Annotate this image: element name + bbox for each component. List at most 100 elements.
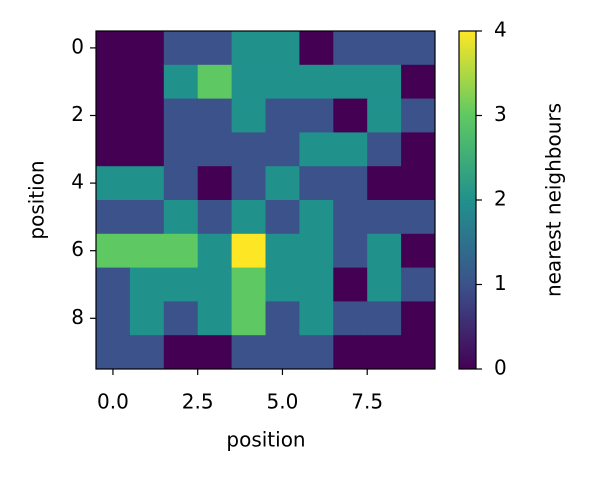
- heatmap-cell: [163, 132, 199, 167]
- heatmap-cell: [299, 267, 334, 302]
- heatmap-cell: [163, 233, 199, 269]
- y-tick-label: 6: [71, 237, 84, 261]
- heatmap-cell: [333, 301, 368, 336]
- heatmap-cell: [333, 267, 368, 302]
- heatmap-cell: [96, 200, 131, 235]
- heatmap-cell: [333, 64, 368, 100]
- heatmap-cell: [96, 335, 131, 370]
- heatmap-cell: [401, 233, 436, 269]
- heatmap-cell: [197, 233, 233, 269]
- colorbar-tick-label: 3: [494, 102, 507, 126]
- heatmap-cell: [367, 335, 402, 370]
- heatmap-cell: [231, 233, 266, 269]
- heatmap-cell: [129, 166, 165, 201]
- heatmap-cell: [231, 200, 266, 235]
- heatmap-cell: [197, 132, 233, 167]
- heatmap-cell: [129, 335, 165, 370]
- heatmap-cell: [367, 98, 402, 133]
- heatmap-cell: [299, 233, 334, 269]
- heatmap-cell: [367, 64, 402, 100]
- heatmap-cell: [231, 64, 266, 100]
- heatmap-cell: [163, 200, 199, 235]
- heatmap-cell: [401, 98, 436, 133]
- y-tick-label: 2: [71, 102, 84, 126]
- heatmap-cell: [129, 31, 165, 66]
- y-tick-label: 0: [71, 34, 84, 58]
- heatmap-cell: [401, 64, 436, 100]
- heatmap-cell: [129, 98, 165, 133]
- colorbar-tick-label: 2: [494, 187, 507, 211]
- heatmap-cell: [367, 233, 402, 269]
- x-tick-label: 2.5: [182, 390, 214, 414]
- heatmap-cell: [367, 31, 402, 66]
- heatmap-cell: [129, 233, 165, 269]
- heatmap-cell: [265, 64, 300, 100]
- heatmap-cell: [333, 335, 368, 370]
- heatmap-cell: [299, 31, 334, 66]
- heatmap-cell: [163, 64, 199, 100]
- heatmap-cell: [333, 98, 368, 133]
- heatmap-cell: [163, 31, 199, 66]
- heatmap-cell: [265, 200, 300, 235]
- x-tick-label: 5.0: [267, 390, 299, 414]
- heatmap-cell: [401, 301, 436, 336]
- heatmap-cell: [265, 233, 300, 269]
- heatmap-cell: [197, 31, 233, 66]
- heatmap-cell: [197, 267, 233, 302]
- heatmap-cell: [367, 132, 402, 167]
- heatmap-cell: [231, 166, 266, 201]
- heatmap-cell: [96, 64, 131, 100]
- heatmap-cell: [333, 233, 368, 269]
- colorbar-tick-label: 4: [494, 18, 507, 42]
- heatmap-cell: [197, 166, 233, 201]
- heatmap-cell: [129, 200, 165, 235]
- heatmap-cell: [401, 335, 436, 370]
- heatmap-cell: [197, 301, 233, 336]
- plot-frame: [95, 30, 436, 370]
- y-tick-label: 4: [71, 170, 84, 194]
- heatmap-cell: [265, 132, 300, 167]
- heatmap-cell: [129, 267, 165, 302]
- heatmap-cell: [163, 335, 199, 370]
- heatmap-cell: [96, 132, 131, 167]
- colorbar-tick-label: 1: [494, 271, 507, 295]
- heatmap-cell: [333, 132, 368, 167]
- heatmap-cell: [401, 132, 436, 167]
- heatmap-cell: [401, 31, 436, 66]
- x-tick-label: 7.5: [351, 390, 383, 414]
- heatmap-cell: [129, 132, 165, 167]
- heatmap-cell: [129, 301, 165, 336]
- heatmap-cell: [299, 166, 334, 201]
- heatmap-cell: [96, 233, 131, 269]
- heatmap-cell: [197, 200, 233, 235]
- heatmap-cell: [265, 301, 300, 336]
- heatmap-cell: [299, 132, 334, 167]
- heatmap-cell: [401, 200, 436, 235]
- heatmap-cell: [231, 98, 266, 133]
- heatmap-cell: [163, 267, 199, 302]
- heatmap-cell: [163, 98, 199, 133]
- heatmap-cell: [367, 301, 402, 336]
- heatmap-cell: [96, 166, 131, 201]
- y-axis-label: position: [25, 160, 49, 239]
- heatmap-cell: [367, 166, 402, 201]
- heatmap-cell: [367, 267, 402, 302]
- heatmap-cell: [265, 31, 300, 66]
- colorbar-label: nearest neighbours: [542, 103, 566, 297]
- heatmap-cell: [231, 335, 266, 370]
- heatmap-cell: [299, 64, 334, 100]
- heatmap-cell: [231, 132, 266, 167]
- heatmap-cell: [299, 301, 334, 336]
- heatmap-cell: [197, 335, 233, 370]
- heatmap-cell: [96, 267, 131, 302]
- heatmap-cell: [96, 301, 131, 336]
- heatmap-cell: [299, 98, 334, 133]
- heatmap-cell: [197, 98, 233, 133]
- colorbar-tick-label: 0: [494, 356, 507, 380]
- heatmap-cell: [231, 267, 266, 302]
- x-axis-label: position: [226, 428, 305, 452]
- x-tick-label: 0.0: [97, 390, 129, 414]
- heatmap-cell: [299, 200, 334, 235]
- heatmap-cell: [96, 98, 131, 133]
